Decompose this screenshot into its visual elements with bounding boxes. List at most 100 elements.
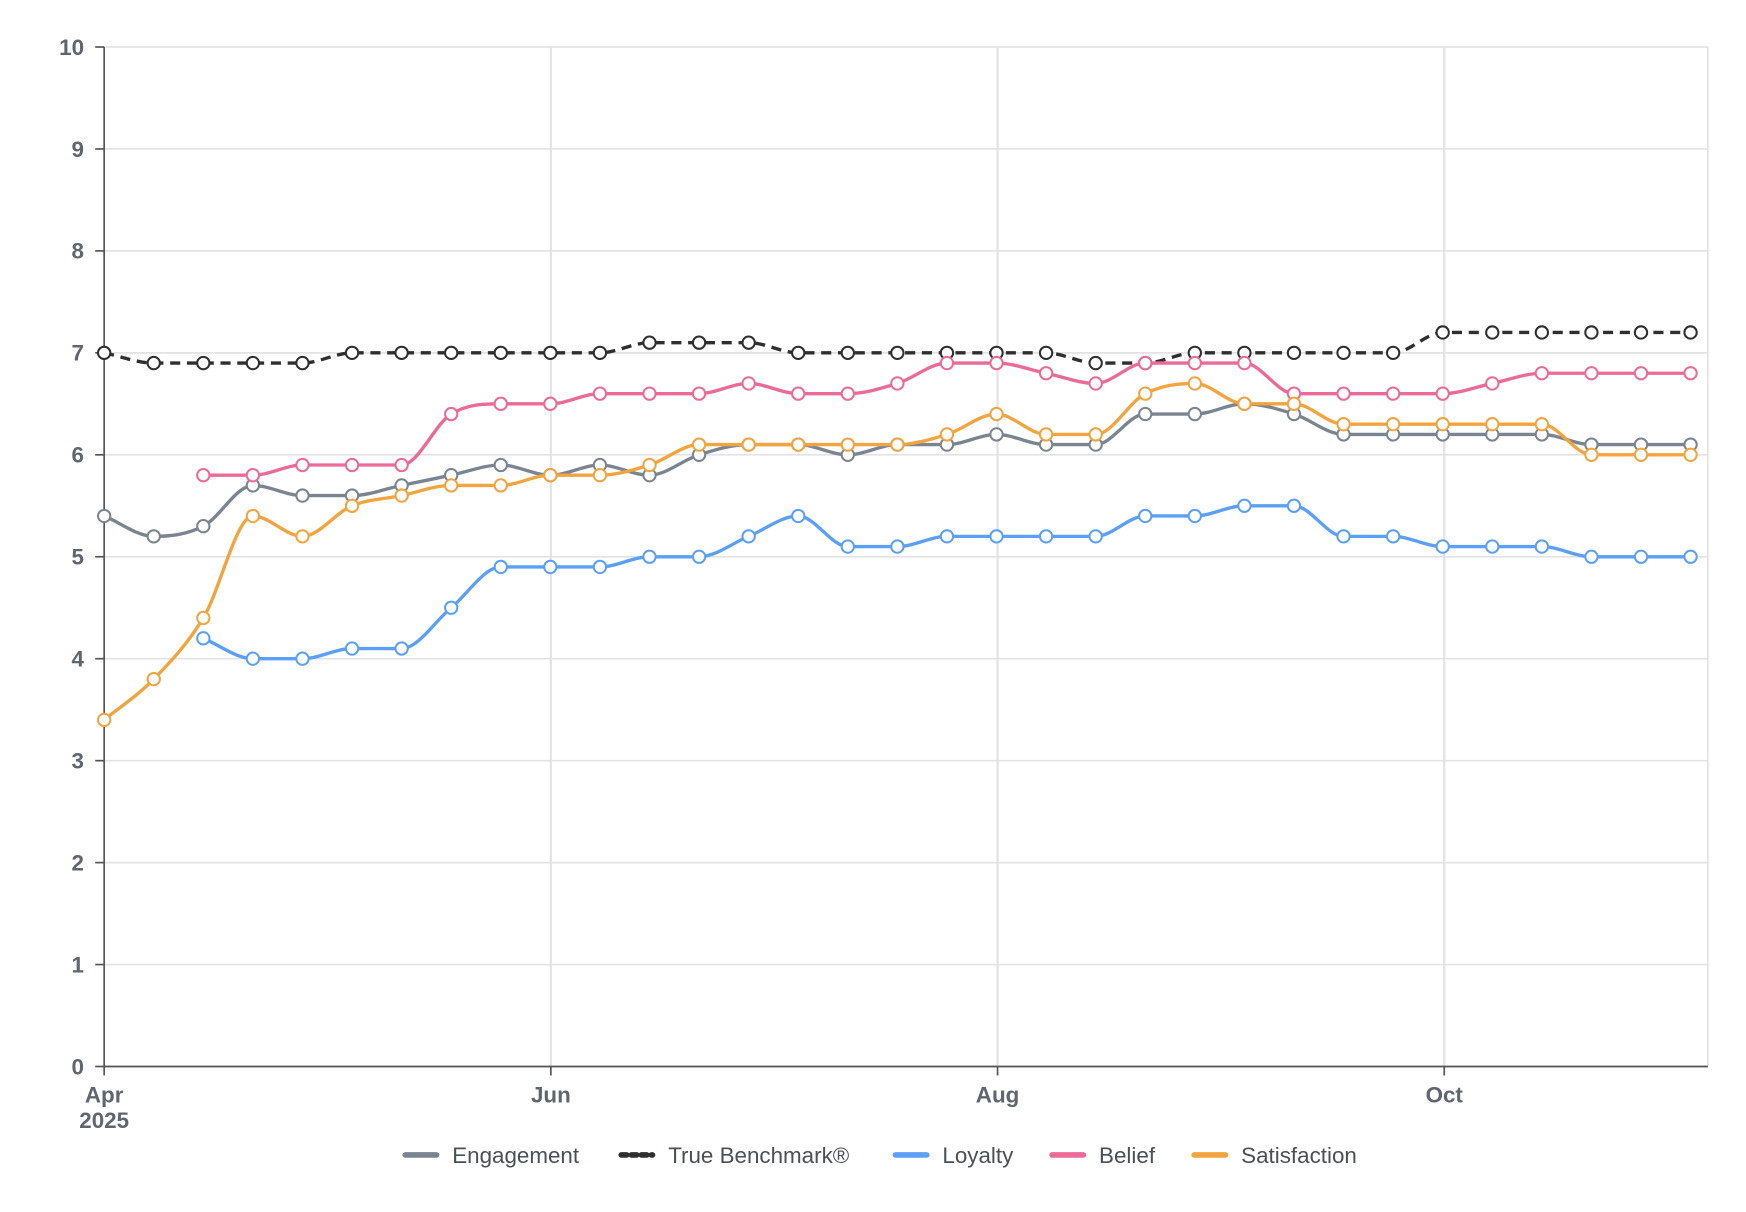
- data-point: [592, 468, 608, 483]
- data-point: [989, 427, 1004, 442]
- data-point: [691, 386, 707, 401]
- data-point: [543, 468, 558, 483]
- data-point: [493, 396, 508, 411]
- x-tick-label: Apr: [85, 1082, 124, 1107]
- data-point: [295, 529, 310, 544]
- data-point: [1187, 406, 1202, 422]
- data-point: [1584, 366, 1599, 381]
- data-point: [1187, 508, 1202, 524]
- series-belief: [196, 355, 1698, 483]
- data-point: [1286, 345, 1302, 361]
- data-point: [592, 559, 608, 575]
- data-point: [543, 396, 558, 411]
- data-point: [791, 386, 806, 401]
- data-point: [1138, 406, 1153, 422]
- data-point: [1138, 386, 1153, 401]
- data-point: [1038, 529, 1054, 544]
- data-point: [295, 651, 310, 666]
- data-point: [295, 355, 310, 371]
- data-point: [1633, 549, 1649, 564]
- data-point: [1683, 325, 1698, 340]
- data-point: [146, 671, 161, 687]
- data-point: [642, 549, 657, 564]
- data-point: [1237, 355, 1252, 371]
- data-point: [642, 335, 657, 350]
- data-point: [1038, 427, 1054, 442]
- data-point: [295, 488, 310, 503]
- data-point: [691, 335, 707, 350]
- data-point: [97, 345, 112, 361]
- legend-label: Satisfaction: [1241, 1143, 1357, 1168]
- data-point: [1385, 529, 1401, 544]
- data-point: [295, 457, 310, 473]
- data-point: [791, 437, 806, 452]
- data-point: [493, 559, 508, 575]
- data-point: [1485, 325, 1500, 340]
- data-point: [97, 508, 112, 524]
- data-point: [1286, 498, 1302, 513]
- data-point: [1286, 396, 1302, 411]
- data-point: [1138, 355, 1153, 371]
- data-point: [642, 457, 657, 473]
- series-loyalty: [196, 498, 1698, 666]
- y-tick-label: 8: [72, 239, 84, 264]
- data-point: [1485, 376, 1500, 391]
- data-point: [592, 345, 608, 361]
- data-point: [493, 345, 508, 361]
- data-point: [840, 386, 855, 401]
- data-point: [741, 437, 756, 452]
- data-point: [1683, 366, 1698, 381]
- data-point: [1633, 325, 1649, 340]
- data-point: [1038, 345, 1054, 361]
- data-point: [691, 437, 707, 452]
- data-point: [1435, 386, 1450, 401]
- data-point: [543, 345, 558, 361]
- data-point: [245, 355, 261, 371]
- data-point: [1683, 447, 1698, 462]
- data-point: [691, 549, 707, 564]
- data-point: [196, 631, 211, 646]
- data-point: [1683, 549, 1698, 564]
- data-point: [196, 468, 211, 483]
- data-point: [344, 457, 360, 473]
- data-point: [1435, 539, 1450, 554]
- legend-label: True Benchmark®: [668, 1143, 850, 1168]
- data-point: [989, 406, 1004, 422]
- series-satisfaction: [97, 376, 1698, 728]
- data-point: [1138, 508, 1153, 524]
- y-tick-label: 4: [72, 647, 85, 672]
- data-point: [989, 355, 1004, 371]
- data-point: [890, 437, 905, 452]
- x-tick-label: Jun: [531, 1082, 571, 1107]
- data-point: [1534, 417, 1550, 432]
- data-point: [1385, 417, 1401, 432]
- data-point: [394, 488, 409, 503]
- data-point: [1485, 417, 1500, 432]
- data-point: [394, 641, 409, 656]
- data-point: [939, 355, 955, 371]
- data-point: [97, 712, 112, 728]
- data-point: [1633, 366, 1649, 381]
- data-point: [741, 376, 756, 391]
- y-tick-label: 0: [72, 1054, 84, 1079]
- data-point: [444, 345, 459, 361]
- data-point: [543, 559, 558, 575]
- data-point: [1088, 355, 1103, 371]
- data-point: [1385, 345, 1401, 361]
- data-point: [840, 345, 855, 361]
- data-point: [1385, 386, 1401, 401]
- legend-label: Loyalty: [942, 1143, 1014, 1168]
- y-tick-label: 9: [72, 137, 84, 162]
- data-point: [196, 519, 211, 534]
- data-point: [344, 641, 360, 656]
- data-point: [1088, 376, 1103, 391]
- data-point: [1237, 498, 1252, 513]
- data-point: [1336, 386, 1351, 401]
- data-point: [741, 529, 756, 544]
- data-point: [840, 437, 855, 452]
- data-point: [840, 539, 855, 554]
- data-point: [1633, 447, 1649, 462]
- data-point: [890, 376, 905, 391]
- legend-label: Belief: [1099, 1143, 1156, 1168]
